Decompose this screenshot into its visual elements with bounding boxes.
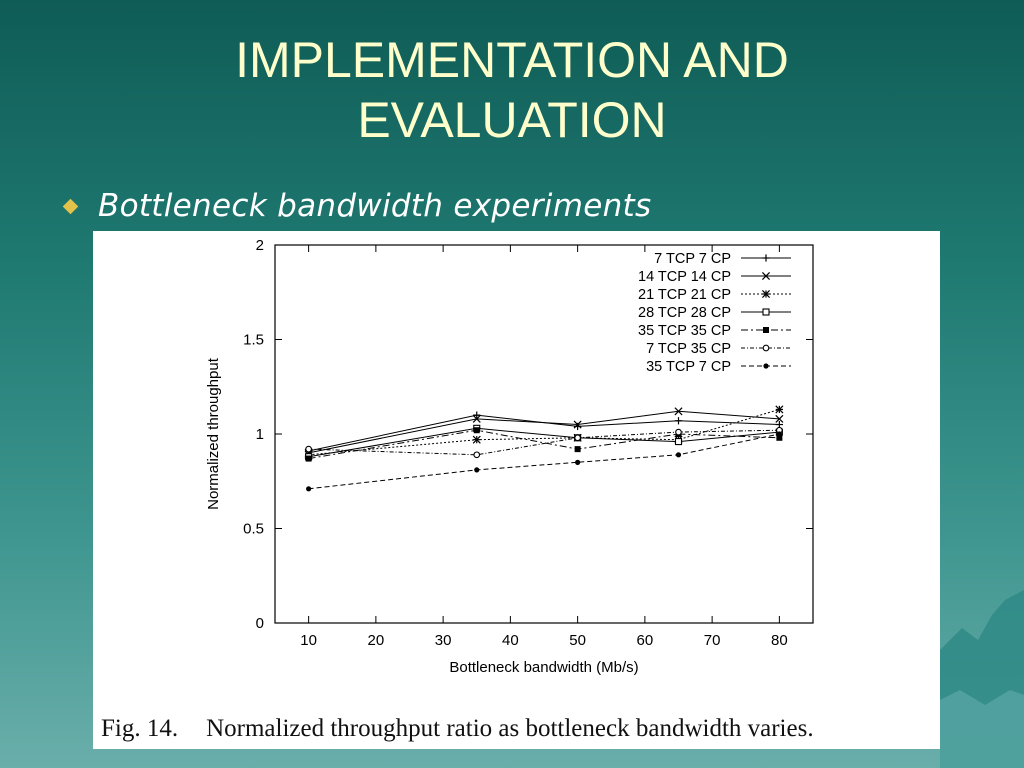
data-point-series-7 [675,452,682,458]
legend-marker [762,344,770,352]
legend-marker [762,254,770,262]
figure-caption: Fig. 14. Normalized throughput ratio as b… [101,715,936,743]
data-point-series-3 [775,405,784,414]
data-point-series-5 [473,427,480,434]
legend-marker [761,289,771,299]
data-point-series-6 [675,428,682,436]
series-line-6 [308,429,780,456]
legend-marker [763,327,769,333]
slide-title-line-1: IMPLEMENTATION AND [235,32,789,88]
data-point-series-2 [775,414,784,423]
slide-title-line-2: EVALUATION [357,92,667,148]
y-tick-label: 1 [256,426,264,443]
y-tick-label: 0 [256,615,264,632]
data-point-series-5 [305,455,312,462]
data-point-series-6 [305,445,312,453]
x-tick-label: 70 [704,632,721,649]
legend-marker [763,363,769,369]
series-line-1 [308,414,780,452]
legend-label: 35 TCP 7 CP [646,359,731,375]
x-tick-label: 40 [502,632,519,649]
legend-marker [761,271,771,281]
y-axis-label: Normalized throughput [205,357,222,510]
data-point-series-1 [473,411,481,419]
diamond-bullet-icon [62,198,79,214]
data-point-series-5 [776,434,783,441]
legend-marker [762,308,770,316]
x-tick-label: 50 [569,632,586,649]
x-tick-label: 10 [300,632,317,649]
data-point-series-2 [573,420,582,429]
data-point-series-7 [776,431,782,437]
data-point-series-1 [674,417,683,425]
x-tick-label: 80 [771,632,788,649]
data-point-series-6 [473,451,481,459]
y-tick-label: 2 [256,237,264,254]
x-tick-label: 30 [435,632,452,649]
data-point-series-7 [474,467,480,473]
data-point-series-3 [472,435,481,444]
series-line-7 [308,433,780,490]
slide-title: IMPLEMENTATION AND EVALUATION [0,30,1024,150]
legend-label: 7 TCP 7 CP [654,251,731,267]
y-tick-label: 0.5 [243,521,264,538]
figure-number: Fig. 14. [101,715,179,742]
throughput-chart: 10 20 30 40 50 60 70 80 0 0.5 1 1.5 2 7 TCP 7 CP 14 T… [205,237,814,676]
legend-label: 28 TCP 28 CP [638,305,731,321]
figure-panel: 10 20 30 40 50 60 70 80 0 0.5 1 1.5 2 7 TCP 7 CP 14 T… [93,231,940,749]
data-point-series-5 [574,446,581,453]
y-tick-label: 1.5 [243,332,264,349]
plot-frame [274,244,814,624]
legend-label: 7 TCP 35 CP [646,341,731,357]
data-point-series-4 [674,438,683,446]
data-point-series-7 [575,459,581,465]
x-tick-label: 20 [368,632,385,649]
data-point-series-6 [574,434,581,442]
series-line-4 [308,427,780,458]
data-point-series-2 [674,407,683,416]
legend-label: 35 TCP 35 CP [638,323,731,339]
legend-label: 14 TCP 14 CP [638,269,731,285]
x-axis-label: Bottleneck bandwidth (Mb/s) [449,659,638,676]
x-tick-label: 60 [637,632,654,649]
figure-caption-text: Normalized throughput ratio as bottlenec… [206,715,814,742]
legend-label: 21 TCP 21 CP [638,287,731,303]
data-point-series-2 [472,414,481,423]
bullet-item: Bottleneck bandwidth experiments [62,186,651,226]
series-line-3 [308,408,780,456]
bullet-text: Bottleneck bandwidth experiments [98,188,652,224]
data-point-series-7 [306,486,312,492]
